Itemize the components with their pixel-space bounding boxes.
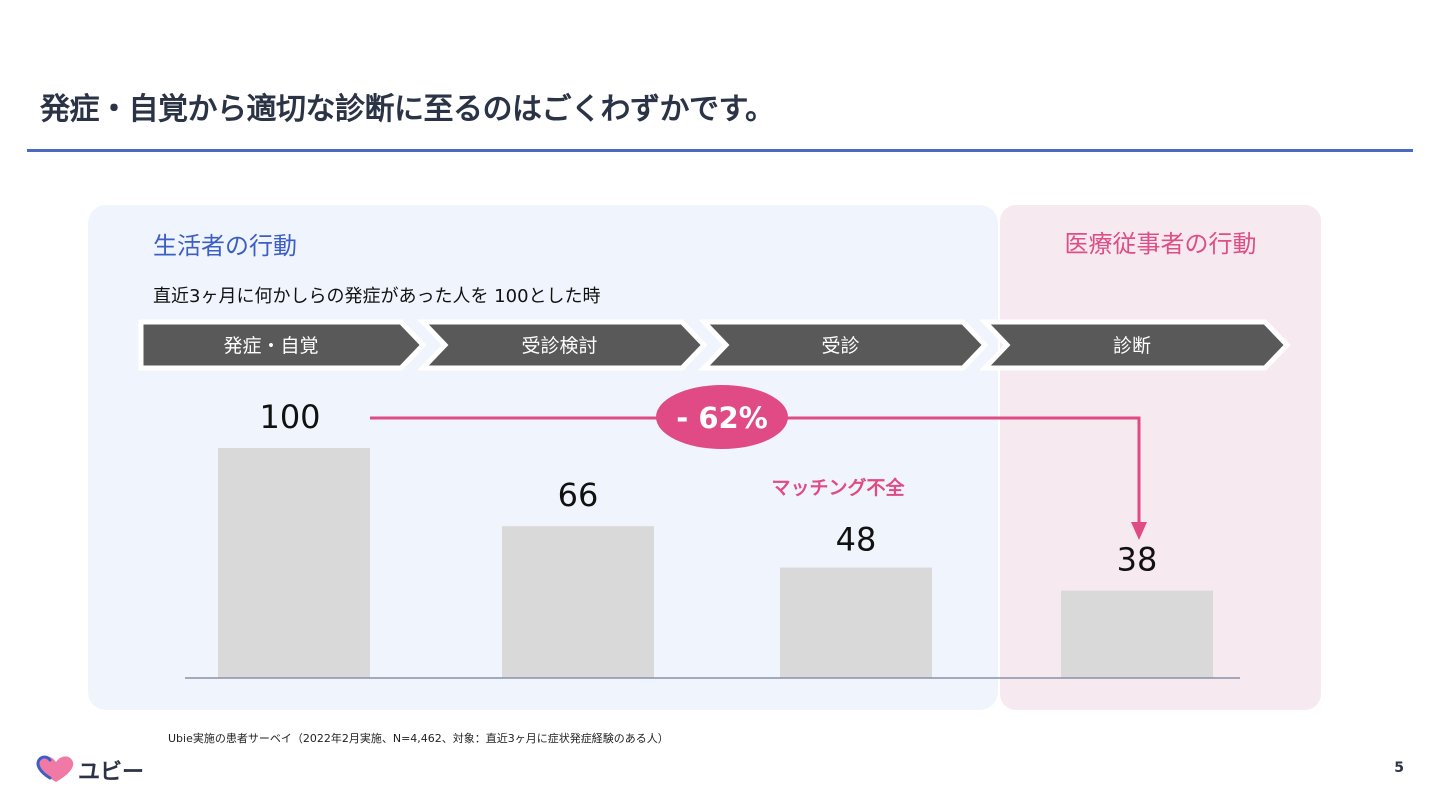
source-footnote: Ubie実施の患者サーベイ（2022年2月実施、N=4,462、対象：直近3ヶ月… — [168, 732, 669, 745]
logo-text: ユビー — [78, 760, 145, 785]
mismatch-label: マッチング不全 — [771, 476, 905, 499]
step-label-2: 受診検討 — [521, 335, 597, 357]
bar-value-label-2: 66 — [558, 476, 599, 514]
step-label-3: 受診 — [821, 335, 859, 357]
bar-value-label-3: 48 — [836, 521, 877, 559]
page-number: 5 — [1394, 760, 1404, 776]
step-chevron-4 — [979, 319, 1291, 371]
step-label-4: 診断 — [1113, 335, 1151, 357]
bar-value-label-1: 100 — [259, 398, 320, 436]
drop-percentage-label: - 62% — [676, 401, 768, 435]
bar-3 — [780, 567, 932, 678]
chart-subtitle: 直近3ヶ月に何かしらの発症があった人を 100とした時 — [153, 286, 601, 307]
drop-arrow-line — [370, 416, 1141, 525]
step-chevron-3 — [698, 319, 989, 371]
page-title: 発症・自覚から適切な診断に至るのはごくわずかです。 — [40, 92, 775, 127]
bar-2 — [502, 526, 654, 678]
drop-percentage-badge — [656, 385, 788, 449]
consumer-section-header: 生活者の行動 — [153, 232, 297, 260]
step-label-1: 発症・自覚 — [223, 335, 318, 357]
bar-1 — [218, 448, 370, 678]
bar-4 — [1061, 590, 1213, 678]
heart-logo-icon — [36, 755, 74, 782]
step-chevron-1 — [138, 319, 427, 371]
step-chevron-2 — [417, 319, 708, 371]
drop-arrow-head — [1131, 522, 1147, 540]
medical-section-header: 医療従事者の行動 — [1064, 230, 1257, 258]
title-divider — [27, 149, 1413, 152]
bar-value-label-4: 38 — [1117, 541, 1158, 579]
